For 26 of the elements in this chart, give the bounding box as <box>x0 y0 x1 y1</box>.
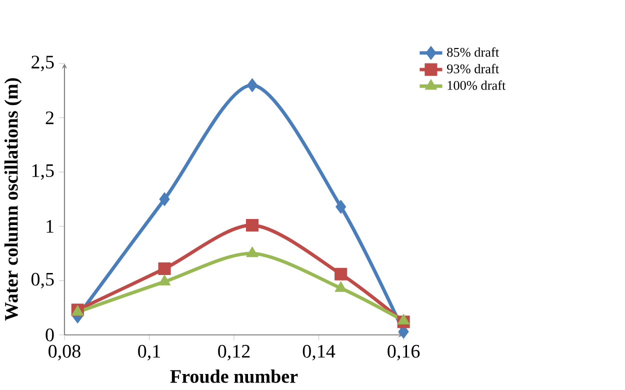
point <box>158 274 171 286</box>
legend-label: 93% draft <box>447 64 500 74</box>
y-axis-title: Water column oscillations (m) <box>4 78 22 321</box>
y-tick-label: 1 <box>46 220 54 233</box>
point <box>334 281 347 292</box>
y-tick-label: 0 <box>46 328 54 342</box>
y-tick-label: 2 <box>46 112 54 124</box>
legend-label: 100% draft <box>448 80 506 90</box>
x-tick-label: 0,14 <box>302 345 336 361</box>
y-tick-label: 2,5 <box>32 56 54 72</box>
point <box>398 314 410 325</box>
x-tick-label: 0,08 <box>48 345 80 361</box>
legend-label: 85% draft <box>447 47 500 57</box>
point <box>334 268 348 281</box>
x-tick-label: 0,12 <box>218 345 250 361</box>
y-tick-label: 1,5 <box>32 164 54 180</box>
point <box>246 246 258 258</box>
point <box>158 262 171 276</box>
point <box>246 78 258 92</box>
x-tick-label: 0,1 <box>138 345 160 361</box>
x-axis-title: Froude number <box>170 370 298 384</box>
y-tick-label: 0,5 <box>31 272 54 289</box>
point <box>336 200 346 214</box>
point <box>159 192 170 206</box>
point <box>246 219 259 232</box>
x-tick-label: 0,16 <box>388 345 420 361</box>
